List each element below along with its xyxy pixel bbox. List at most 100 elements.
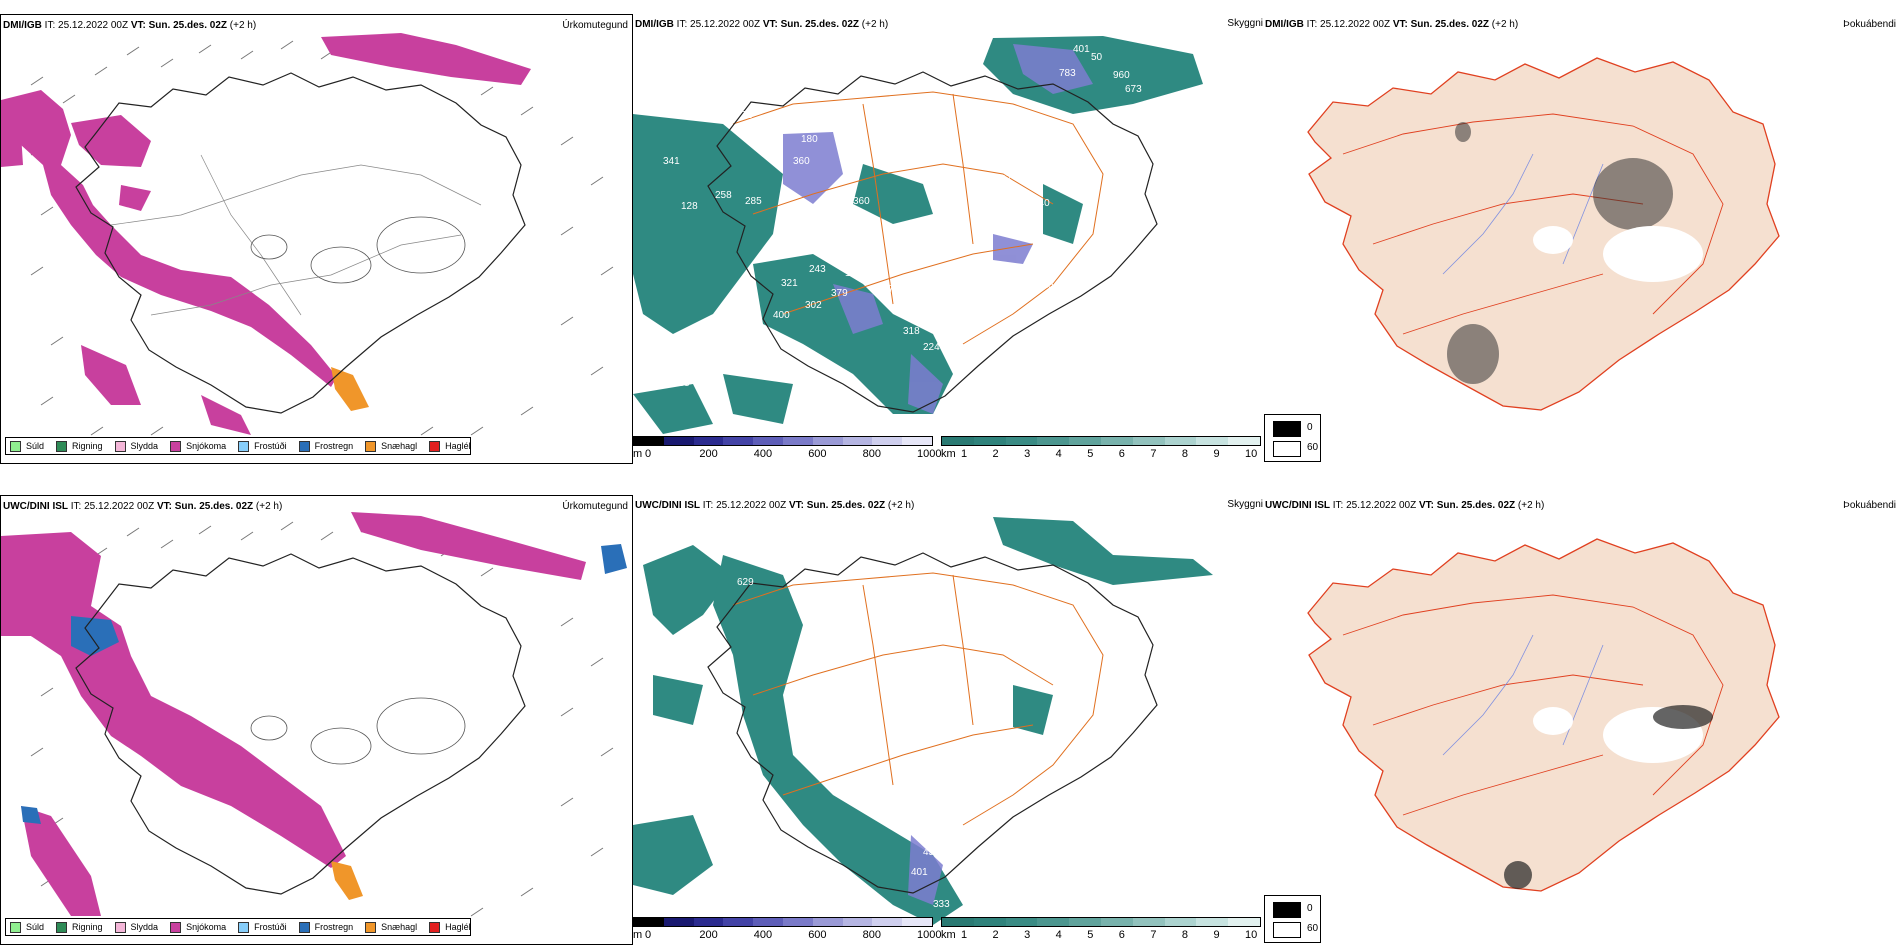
road-network bbox=[732, 91, 1104, 345]
elevation-label: 341 bbox=[663, 156, 680, 167]
elevation-label: 57 bbox=[1023, 361, 1035, 372]
colorbar-cell bbox=[1005, 918, 1038, 926]
legend-item: Haglél bbox=[429, 440, 471, 452]
elevation-label: 128 bbox=[681, 201, 698, 212]
fog-panel-bottom: UWC/DINI ISL IT: 25.12.2022 00Z VT: Sun.… bbox=[1263, 495, 1900, 945]
colorbar-tick-label: 8 bbox=[1181, 929, 1188, 941]
visibility-panel-top: 110 72 148 180 360 258 285 128 341 465 327 321 243 17… bbox=[633, 14, 1263, 464]
legend-item: Snjókoma bbox=[170, 440, 226, 452]
legend-item: Frostúði bbox=[238, 921, 287, 933]
precip-panel-top: DMI/IGB IT: 25.12.2022 00Z VT: Sun. 25.d… bbox=[0, 14, 633, 464]
colorbar-cell bbox=[842, 437, 873, 445]
fog-title-bottom: Þokuábendi bbox=[1843, 500, 1896, 511]
colorbar-cell bbox=[973, 437, 1006, 445]
legend-item: Súld bbox=[10, 440, 44, 452]
colorbar-tick-label: 9 bbox=[1213, 929, 1220, 941]
colorbar-tick-label: 5 bbox=[1087, 448, 1094, 460]
colorbar-cell bbox=[842, 918, 873, 926]
colorbar-cell bbox=[902, 918, 932, 926]
elevation-label: 455 bbox=[923, 847, 940, 858]
colorbar-tick-label: 6 bbox=[1118, 929, 1125, 941]
elevation-label: 50 bbox=[1091, 52, 1103, 63]
elevation-label: 321 bbox=[781, 278, 798, 289]
elevation-colorbar-top: m 0 200 400 600 800 1000 bbox=[633, 436, 941, 464]
legend-item: Snjókoma bbox=[170, 921, 226, 933]
colorbar-tick-label: 0 bbox=[645, 448, 652, 460]
colorbar-tick-label: 400 bbox=[753, 448, 773, 460]
elevation-label: 28 bbox=[1031, 378, 1043, 389]
header-fog-bottom: UWC/DINI ISL IT: 25.12.2022 00Z VT: Sun.… bbox=[1265, 500, 1545, 511]
colorbar-tick-label: 1 bbox=[961, 929, 968, 941]
high-elevation-areas bbox=[783, 44, 1093, 414]
visibility-panel-bottom: 629 256 455 401 333 UWC/DINI ISL IT: 25.12.2… bbox=[633, 495, 1263, 945]
colorbar-tick-label: 600 bbox=[808, 448, 827, 460]
elevation-label: 379 bbox=[831, 288, 848, 299]
legend-item: Frostúði bbox=[238, 440, 287, 452]
colorbar-tick-label: 4 bbox=[1055, 448, 1062, 460]
colorbar-cell bbox=[812, 918, 843, 926]
elevation-label: 327 bbox=[843, 232, 860, 243]
colorbar-tick-label: 1000 bbox=[917, 929, 942, 941]
header-precip-bottom: UWC/DINI ISL IT: 25.12.2022 00Z VT: Sun.… bbox=[3, 501, 283, 512]
elevation-label: 333 bbox=[933, 899, 950, 910]
colorbar-cell bbox=[1196, 918, 1229, 926]
fog-map-top bbox=[1307, 57, 1780, 411]
colorbar-cell bbox=[1228, 437, 1260, 445]
road-network bbox=[732, 572, 1104, 826]
precip-legend-bottom: Súld Rigning Slydda Snjókoma Frostúði Fr… bbox=[5, 918, 471, 936]
colorbar-cell bbox=[663, 437, 694, 445]
elevation-label: 360 bbox=[793, 156, 810, 167]
colorbar-tick-label: 7 bbox=[1150, 448, 1157, 460]
visibility-title-bottom: Skyggni bbox=[1227, 499, 1263, 510]
elevation-label: 258 bbox=[715, 190, 732, 201]
legend-item: Haglél bbox=[429, 921, 471, 933]
snow-areas bbox=[1, 33, 531, 435]
elevation-label: 157 bbox=[877, 284, 894, 295]
legend-item: Frostregn bbox=[298, 921, 353, 933]
legend-item: Slydda bbox=[114, 921, 158, 933]
snow-pellet-area bbox=[331, 367, 369, 411]
colorbar-cell bbox=[634, 437, 664, 445]
elevation-label: 302 bbox=[805, 300, 822, 311]
colorbar-cell bbox=[634, 918, 664, 926]
elevation-label: 256 bbox=[713, 699, 730, 710]
legend-item: Súld bbox=[10, 921, 44, 933]
colorbar-cell bbox=[1100, 918, 1133, 926]
colorbar-cell bbox=[1164, 918, 1197, 926]
colorbar-cell bbox=[1069, 918, 1101, 926]
elevation-label: 400 bbox=[773, 310, 790, 321]
elevation-label: 110 bbox=[733, 94, 749, 105]
colorbar-cell bbox=[1069, 437, 1101, 445]
colorbar-cell bbox=[942, 918, 974, 926]
colorbar-cell bbox=[942, 437, 974, 445]
colorbar-tick-label: 5 bbox=[1087, 929, 1094, 941]
low-visibility-areas bbox=[633, 517, 1213, 925]
colorbar-cell bbox=[723, 918, 754, 926]
legend-item: Snæhagl bbox=[365, 440, 417, 452]
colorbar-cell bbox=[693, 918, 724, 926]
colorbar-cell bbox=[973, 918, 1006, 926]
precip-title-bottom: Úrkomutegund bbox=[562, 501, 628, 512]
legend-item: Rigning bbox=[56, 440, 103, 452]
precip-legend-top: Súld Rigning Slydda Snjókoma Frostúði Fr… bbox=[5, 437, 471, 455]
colorbar-tick-label: 3 bbox=[1024, 929, 1031, 941]
elevation-label: 224 bbox=[923, 342, 940, 353]
visibility-map-bottom: 629 256 455 401 333 bbox=[633, 517, 1213, 925]
precip-map-bottom bbox=[1, 512, 627, 917]
elevation-label: 465 bbox=[773, 238, 790, 249]
colorbar-cell bbox=[1005, 437, 1038, 445]
colorbar-tick-label: 10 bbox=[1245, 929, 1258, 941]
elevation-label: 243 bbox=[809, 264, 826, 275]
colorbar-tick-label: 9 bbox=[1213, 448, 1220, 460]
colorbar-tick-label: 1000 bbox=[917, 448, 942, 460]
legend-item: Frostregn bbox=[298, 440, 353, 452]
elevation-label: 354 bbox=[983, 136, 1000, 147]
snow-areas bbox=[1, 512, 586, 916]
elevation-labels: 629 256 455 401 333 bbox=[713, 577, 950, 910]
elevation-label: 180 bbox=[801, 134, 818, 145]
precip-map-top bbox=[1, 33, 614, 436]
colorbar-cell bbox=[902, 437, 932, 445]
elevation-label: 125 bbox=[1037, 280, 1054, 291]
header-visibility-top: DMI/IGB IT: 25.12.2022 00Z VT: Sun. 25.d… bbox=[635, 19, 889, 30]
colorbar-cell bbox=[723, 437, 754, 445]
